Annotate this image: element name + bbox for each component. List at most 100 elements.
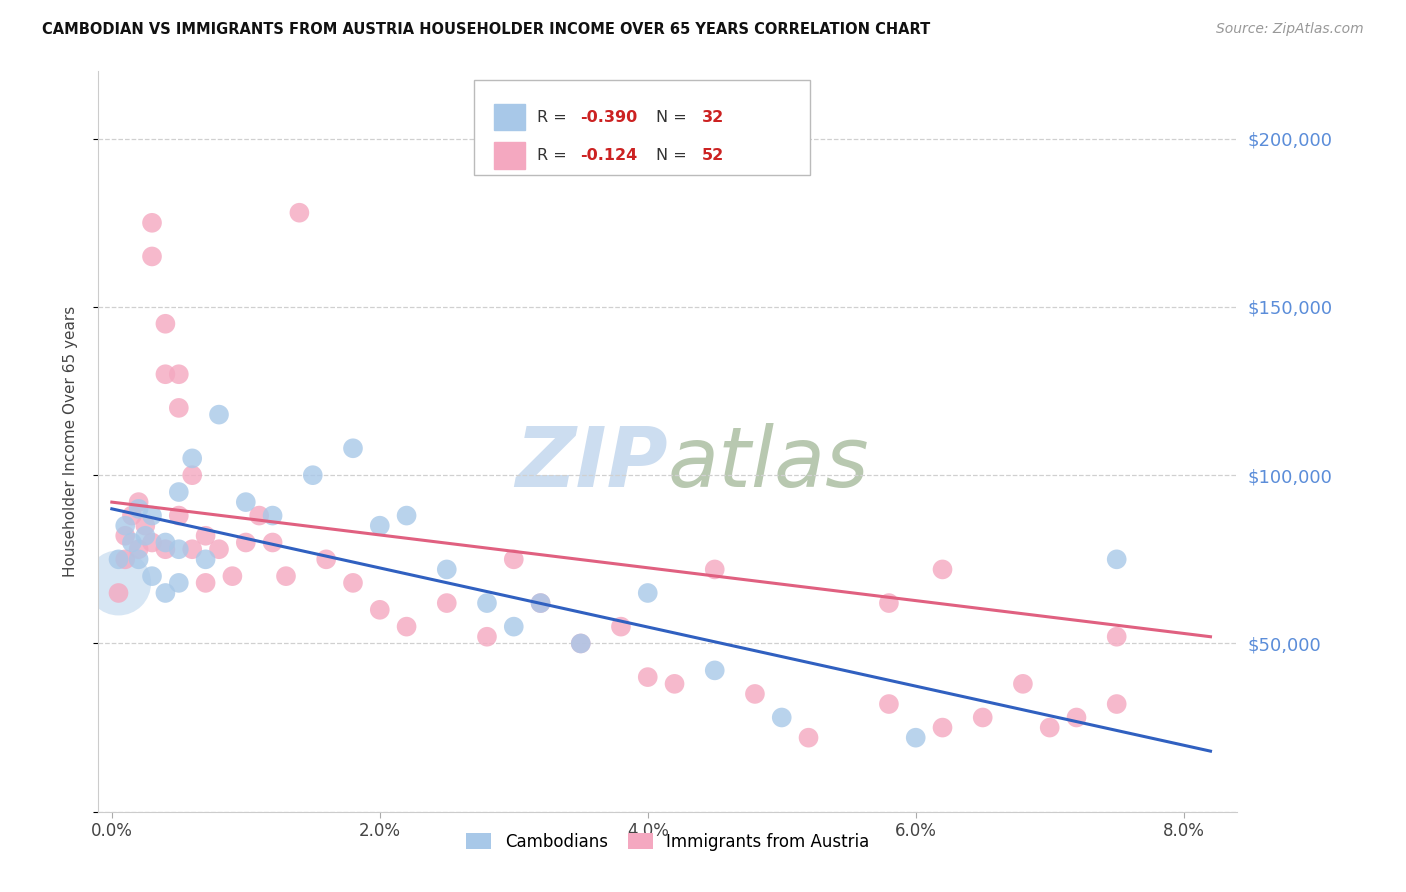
- Point: [141, 250, 163, 264]
- Point: [194, 552, 217, 566]
- Point: [107, 552, 129, 566]
- Point: [1105, 552, 1128, 566]
- Point: [395, 508, 418, 523]
- Point: [569, 636, 592, 650]
- Point: [529, 596, 551, 610]
- Point: [931, 721, 953, 735]
- Point: [1105, 697, 1128, 711]
- FancyBboxPatch shape: [474, 80, 810, 175]
- Point: [1012, 677, 1035, 691]
- Text: 32: 32: [702, 110, 724, 125]
- Point: [877, 596, 900, 610]
- Point: [155, 317, 177, 331]
- Text: Source: ZipAtlas.com: Source: ZipAtlas.com: [1216, 22, 1364, 37]
- Point: [221, 569, 243, 583]
- Text: R =: R =: [537, 110, 572, 125]
- Point: [167, 575, 190, 590]
- Point: [181, 542, 204, 557]
- Point: [107, 575, 129, 590]
- Point: [107, 586, 129, 600]
- Point: [703, 562, 725, 576]
- Point: [436, 562, 458, 576]
- Point: [1039, 721, 1062, 735]
- Point: [274, 569, 297, 583]
- Text: 52: 52: [702, 148, 724, 163]
- Point: [181, 468, 204, 483]
- Point: [1066, 710, 1088, 724]
- Point: [931, 562, 953, 576]
- Point: [167, 508, 190, 523]
- Point: [134, 518, 156, 533]
- Text: N =: N =: [657, 110, 692, 125]
- Point: [368, 518, 391, 533]
- Point: [155, 586, 177, 600]
- Text: -0.390: -0.390: [581, 110, 637, 125]
- Point: [141, 216, 163, 230]
- Point: [235, 535, 257, 549]
- Point: [128, 495, 150, 509]
- Text: -0.124: -0.124: [581, 148, 637, 163]
- Point: [972, 710, 994, 724]
- Point: [502, 619, 524, 633]
- Point: [301, 468, 323, 483]
- Point: [610, 619, 633, 633]
- Point: [797, 731, 820, 745]
- Text: atlas: atlas: [668, 423, 869, 504]
- Point: [637, 586, 659, 600]
- Point: [569, 636, 592, 650]
- Point: [664, 677, 686, 691]
- Point: [770, 710, 793, 724]
- Point: [167, 368, 190, 382]
- Point: [121, 508, 143, 523]
- Point: [114, 529, 136, 543]
- Point: [128, 501, 150, 516]
- Point: [194, 575, 217, 590]
- Text: ZIP: ZIP: [515, 423, 668, 504]
- Point: [342, 442, 364, 456]
- Point: [167, 542, 190, 557]
- Point: [262, 508, 284, 523]
- Point: [262, 535, 284, 549]
- Point: [637, 670, 659, 684]
- Text: R =: R =: [537, 148, 572, 163]
- Point: [529, 596, 551, 610]
- Point: [121, 535, 143, 549]
- Point: [208, 542, 231, 557]
- Legend: Cambodians, Immigrants from Austria: Cambodians, Immigrants from Austria: [458, 824, 877, 859]
- Point: [167, 485, 190, 500]
- Point: [235, 495, 257, 509]
- Text: N =: N =: [657, 148, 692, 163]
- Point: [141, 508, 163, 523]
- Point: [208, 408, 231, 422]
- Point: [288, 205, 311, 219]
- Point: [475, 630, 498, 644]
- Point: [475, 596, 498, 610]
- Point: [181, 451, 204, 466]
- Point: [744, 687, 766, 701]
- Point: [904, 731, 927, 745]
- Point: [368, 603, 391, 617]
- Text: CAMBODIAN VS IMMIGRANTS FROM AUSTRIA HOUSEHOLDER INCOME OVER 65 YEARS CORRELATIO: CAMBODIAN VS IMMIGRANTS FROM AUSTRIA HOU…: [42, 22, 931, 37]
- Point: [128, 552, 150, 566]
- Point: [194, 529, 217, 543]
- Point: [436, 596, 458, 610]
- Point: [114, 552, 136, 566]
- Point: [315, 552, 337, 566]
- Point: [128, 542, 150, 557]
- Point: [155, 542, 177, 557]
- Bar: [494, 103, 526, 130]
- Point: [395, 619, 418, 633]
- Point: [703, 664, 725, 678]
- Point: [141, 535, 163, 549]
- Point: [155, 535, 177, 549]
- Point: [114, 518, 136, 533]
- Y-axis label: Householder Income Over 65 years: Householder Income Over 65 years: [63, 306, 77, 577]
- Point: [342, 575, 364, 590]
- Point: [141, 569, 163, 583]
- Point: [502, 552, 524, 566]
- Point: [1105, 630, 1128, 644]
- Point: [247, 508, 270, 523]
- Point: [134, 529, 156, 543]
- Point: [155, 368, 177, 382]
- Bar: [494, 142, 526, 169]
